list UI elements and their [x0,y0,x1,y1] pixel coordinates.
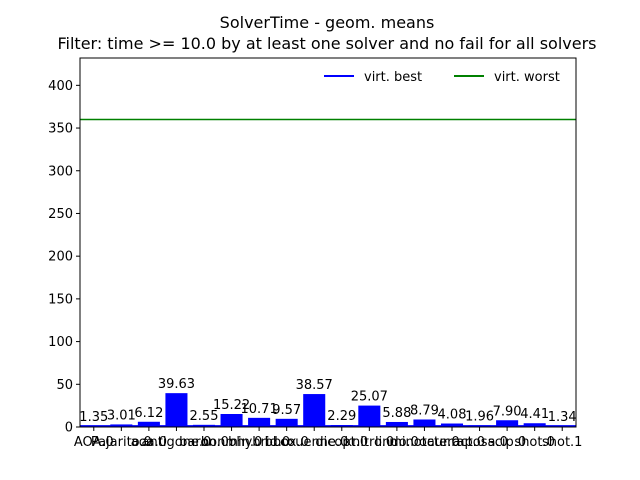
bar-value-label: 4.41 [520,407,549,422]
bar-value-label: 2.29 [327,409,356,424]
bar-value-label: 1.34 [548,410,577,425]
bar [358,405,381,427]
y-tick-label: 50 [56,378,73,393]
bar [137,421,160,427]
bar-value-label: 38.57 [296,378,333,393]
x-tick-label: shot.1 [542,435,582,450]
bar [220,413,243,427]
legend-label: virt. best [364,70,422,85]
chart-subtitle: Filter: time >= 10.0 by at least one sol… [57,34,596,53]
y-tick-label: 350 [48,122,73,137]
y-tick-label: 0 [65,421,73,436]
x-tick-label: knitro.0 [344,435,394,450]
x-tick-label: minotaur.0 [389,435,459,450]
bar [413,419,436,427]
bar [523,423,546,427]
x-tick-label: bhybrid.0 [228,435,290,450]
y-tick-label: 100 [48,335,73,350]
x-tick-label: scip.0 [488,435,526,450]
bar-value-label: 4.08 [438,408,467,423]
x-tick-label: shot.0 [514,435,554,450]
bar [165,393,188,427]
x-tick-label: lindo.0 [375,435,419,450]
y-tick-label: 400 [48,79,73,94]
bar-value-label: 10.71 [241,402,278,417]
chart-title: SolverTime - geom. means [220,13,435,32]
bar-value-label: 7.90 [493,404,522,419]
x-tick-label: bbox.0 [265,435,309,450]
x-tick-label: dicopt.0 [315,435,368,450]
y-tick-label: 250 [48,207,73,222]
x-tick-label: antigone.0 [142,435,212,450]
legend-label: virt. worst [494,70,560,85]
y-tick-label: 300 [48,164,73,179]
bar [303,394,326,427]
bar-value-label: 25.07 [351,390,388,405]
y-tick-label: 200 [48,250,73,265]
x-tick-label: aoa.0 [131,435,167,450]
x-tick-label: couenne.0 [280,435,348,450]
x-tick-label: AOA.0 [74,435,114,450]
bar-value-label: 1.35 [79,410,108,425]
bar-value-label: 6.12 [134,406,163,421]
plot-area: 0 50 100 150 200 250 300 350 400 1.35 AOA.0 3.01 Paj… [48,57,582,450]
y-tick-label: 150 [48,292,73,307]
bar-value-label: 3.01 [107,408,136,423]
bar-value-label: 8.79 [410,403,439,418]
bar-value-label: 9.57 [272,403,301,418]
x-tick-label: baron.0 [179,435,229,450]
axes-frame [79,57,577,428]
bar [385,421,408,427]
x-tick-label: raposa.0 [451,435,508,450]
bar-value-label: 2.55 [190,409,219,424]
bar [496,420,519,427]
x-tick-label: Pajarito.0 [91,435,152,450]
bar [275,418,298,427]
x-tick-label: octeract.0 [419,435,485,450]
bar-value-label: 15.22 [213,398,250,413]
bar-value-label: 5.88 [382,406,411,421]
bar [248,417,271,427]
bar-value-label: 1.96 [465,409,494,424]
bar-value-label: 39.63 [158,377,195,392]
x-tick-label: bonmin.0 [201,435,262,450]
